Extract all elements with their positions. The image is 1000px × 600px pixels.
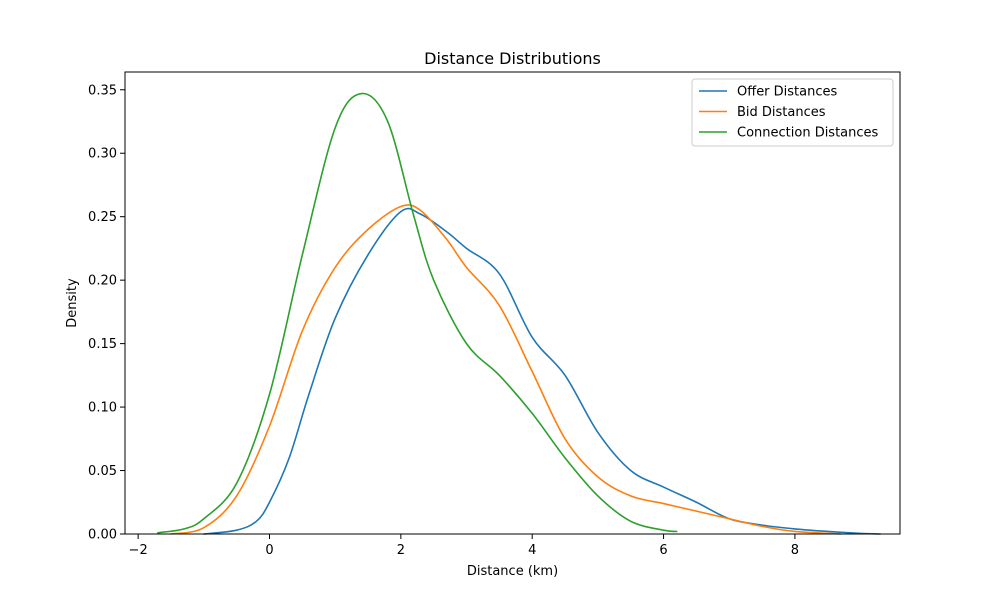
x-tick-label: 6 bbox=[659, 543, 667, 558]
y-tick-label: 0.10 bbox=[88, 401, 117, 416]
chart-title: Distance Distributions bbox=[424, 49, 601, 68]
y-tick-label: 0.15 bbox=[88, 337, 117, 352]
series-line-3 bbox=[157, 92, 678, 534]
x-axis: −2 0 2 4 6 8 bbox=[129, 534, 799, 558]
y-tick-label: 0.35 bbox=[88, 83, 117, 98]
x-axis-label: Distance (km) bbox=[467, 564, 558, 579]
series-line-1 bbox=[203, 207, 882, 535]
legend-label: Connection Distances bbox=[737, 126, 879, 141]
plot-frame bbox=[124, 71, 901, 535]
x-tick-label: 0 bbox=[265, 543, 273, 558]
y-axis: 0.00 0.05 0.10 0.15 0.20 0.25 0.30 0.35 bbox=[88, 83, 125, 543]
series-line-2 bbox=[170, 204, 842, 535]
x-tick-label: −2 bbox=[129, 543, 148, 558]
y-tick-label: 0.00 bbox=[88, 528, 117, 543]
legend-label: Bid Distances bbox=[737, 105, 826, 120]
x-tick-label: 4 bbox=[528, 543, 536, 558]
legend-label: Offer Distances bbox=[737, 85, 838, 100]
legend: Offer Distances Bid Distances Connection D… bbox=[691, 78, 894, 147]
y-tick-label: 0.30 bbox=[88, 147, 117, 162]
plot-area bbox=[157, 92, 882, 535]
y-tick-label: 0.05 bbox=[88, 464, 117, 479]
y-axis-label: Density bbox=[65, 278, 80, 328]
x-tick-label: 2 bbox=[397, 543, 405, 558]
legend-box bbox=[691, 78, 894, 147]
y-tick-label: 0.25 bbox=[88, 210, 117, 225]
x-tick-label: 8 bbox=[791, 543, 799, 558]
y-tick-label: 0.20 bbox=[88, 274, 117, 289]
